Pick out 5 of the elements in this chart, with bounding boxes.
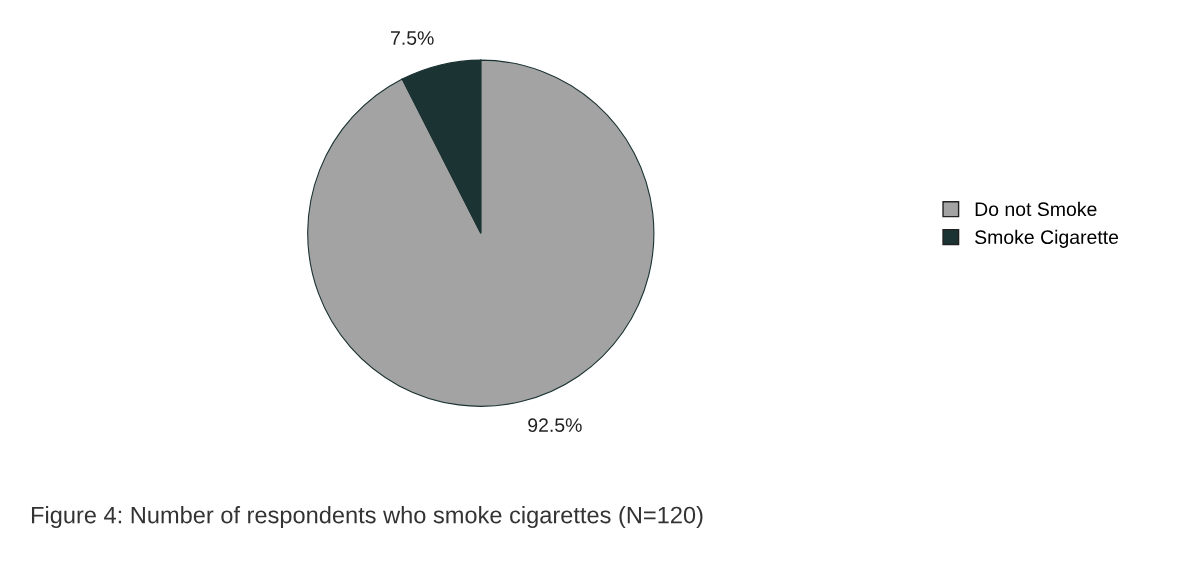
data-label: 7.5% [391, 31, 434, 45]
legend-label: Smoke Cigarette [975, 229, 1119, 248]
data-label: 92.5% [528, 418, 582, 433]
text: Figure 4: Number of respondents who smoke cigarettes (N=120) [31, 506, 703, 529]
legend-label: Do not Smoke [975, 201, 1097, 217]
